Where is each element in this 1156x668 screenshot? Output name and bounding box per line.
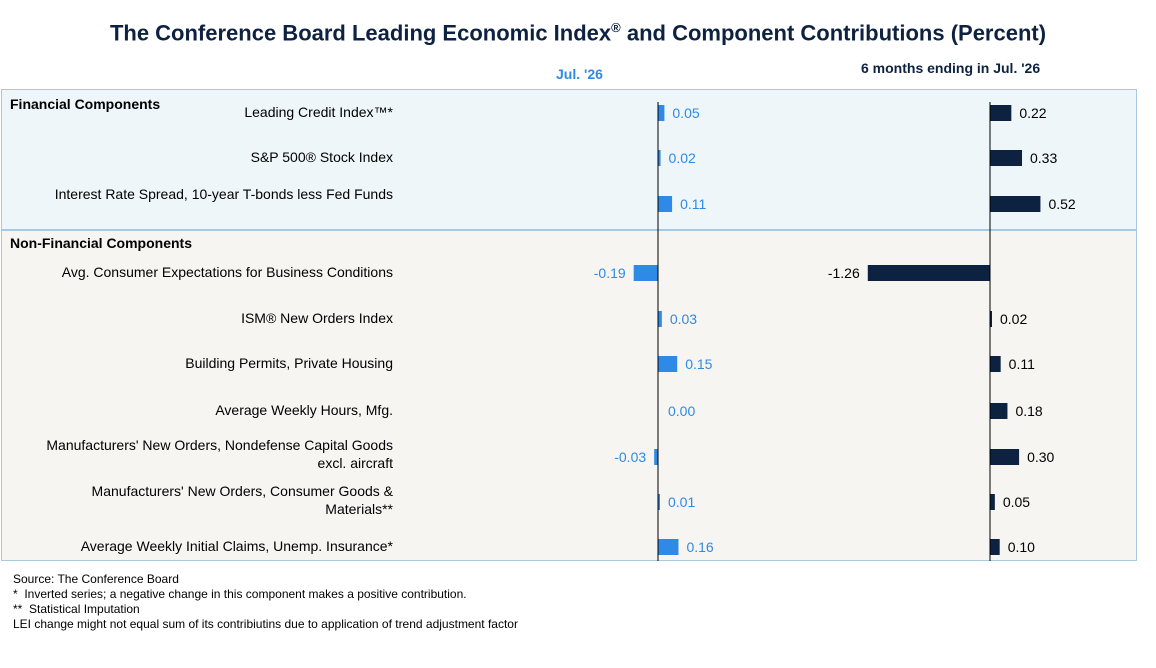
bar <box>990 356 1001 372</box>
bar <box>990 403 1008 419</box>
data-label: 0.02 <box>669 150 696 166</box>
series-header-month: Jul. '26 <box>556 66 603 82</box>
data-label: 0.11 <box>680 196 706 212</box>
bar <box>658 539 679 555</box>
bar <box>633 265 658 281</box>
bar <box>654 449 658 465</box>
data-label: 0.11 <box>1009 356 1035 372</box>
non-financial-components-panel <box>1 230 1137 561</box>
financial-components-panel <box>1 89 1137 230</box>
bar <box>658 494 660 510</box>
bar <box>990 150 1023 166</box>
row-label: ISM® New Orders Index <box>241 310 393 326</box>
group-label-non-financial: Non-Financial Components <box>10 235 192 251</box>
data-label: 0.02 <box>1000 311 1027 327</box>
data-label: 0.05 <box>1003 494 1030 510</box>
data-label: 0.10 <box>1008 539 1035 555</box>
data-label: 0.18 <box>1015 403 1042 419</box>
group-label-financial: Financial Components <box>10 96 161 112</box>
footnote-trend: LEI change might not equal sum of its co… <box>13 617 518 631</box>
bar <box>990 539 1000 555</box>
bar <box>990 196 1041 212</box>
bar <box>658 356 678 372</box>
footnote-imputation: ** Statistical Imputation <box>13 602 140 616</box>
data-label: 0.00 <box>668 403 695 419</box>
data-label: 0.30 <box>1027 449 1054 465</box>
chart-title-main: The Conference Board Leading Economic In… <box>109 20 612 46</box>
chart-title-rest: and Component Contributions (Percent) <box>620 20 1047 46</box>
data-label: 0.22 <box>1019 105 1046 121</box>
data-label: 0.03 <box>670 311 697 327</box>
row-label: Average Weekly Hours, Mfg. <box>215 402 393 418</box>
bar <box>990 494 995 510</box>
footnote-inverted: * Inverted series; a negative change in … <box>13 587 467 601</box>
chart-title-registered-mark: ® <box>611 20 621 35</box>
chart-title: The Conference Board Leading Economic In… <box>0 20 1156 46</box>
data-label: -1.26 <box>828 265 860 281</box>
row-label: Interest Rate Spread, 10-year T-bonds le… <box>54 186 393 202</box>
data-label: 0.52 <box>1048 196 1075 212</box>
bar <box>867 265 990 281</box>
row-label: Manufacturers' New Orders, Consumer Good… <box>91 483 393 517</box>
data-label: 0.05 <box>672 105 699 121</box>
row-label: S&P 500® Stock Index <box>250 149 393 165</box>
row-label: Building Permits, Private Housing <box>185 355 393 371</box>
row-label: Avg. Consumer Expectations for Business … <box>61 264 393 280</box>
data-label: 0.01 <box>668 494 695 510</box>
bar <box>658 105 665 121</box>
bar <box>658 150 661 166</box>
bar <box>990 449 1020 465</box>
row-label: Leading Credit Index™* <box>244 104 393 120</box>
data-label: 0.16 <box>686 539 713 555</box>
footnotes: Source: The Conference Board * Inverted … <box>13 572 518 632</box>
series-header-six-months: 6 months ending in Jul. '26 <box>861 60 1041 76</box>
data-label: -0.19 <box>594 265 626 281</box>
bar <box>658 311 662 327</box>
footnote-source: Source: The Conference Board <box>13 572 179 586</box>
data-label: 0.33 <box>1030 150 1057 166</box>
data-label: -0.03 <box>614 449 646 465</box>
data-label: 0.15 <box>685 356 712 372</box>
bar <box>658 196 673 212</box>
row-label: Manufacturers' New Orders, Nondefense Ca… <box>46 437 393 471</box>
bar <box>990 105 1012 121</box>
bar <box>990 311 992 327</box>
row-label: Average Weekly Initial Claims, Unemp. In… <box>80 538 393 554</box>
